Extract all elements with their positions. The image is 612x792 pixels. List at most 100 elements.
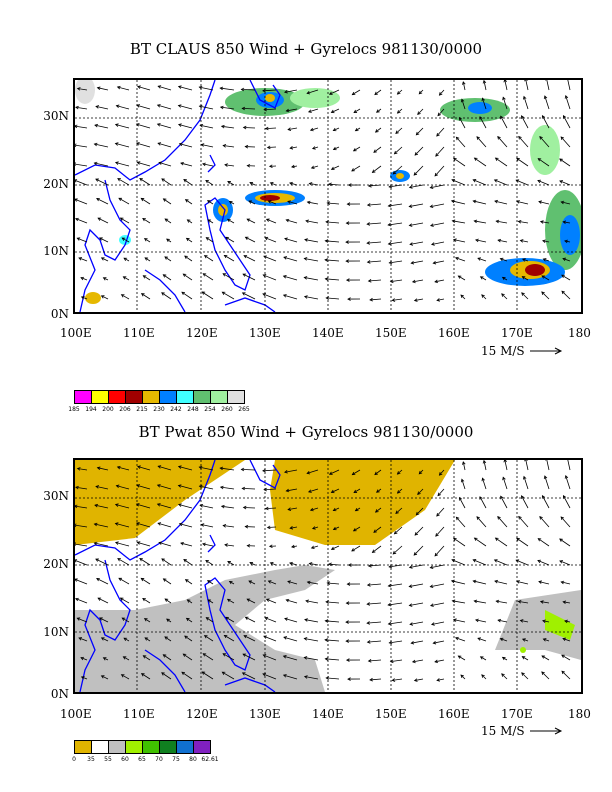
colorbar-swatch	[210, 390, 228, 404]
wind-vector-head	[521, 672, 525, 676]
wind-vector-head	[408, 204, 413, 208]
wind-vector	[397, 488, 403, 494]
wind-vector	[290, 526, 298, 529]
wind-vector-head	[408, 584, 413, 588]
wind-vector	[473, 200, 487, 205]
wind-vector-head	[472, 199, 477, 204]
lat-label-10n: 10N	[43, 625, 69, 639]
wind-vector-head	[408, 603, 413, 607]
wind-vector	[390, 659, 403, 663]
wind-vector-head	[432, 260, 437, 265]
wind-vector-head	[121, 617, 126, 621]
wind-vector	[307, 581, 319, 585]
wind-vector-head	[346, 582, 351, 586]
wind-vector-head	[96, 466, 101, 470]
wind-vector	[567, 460, 571, 471]
wind-vector	[263, 274, 277, 281]
wind-vector-head	[199, 124, 204, 128]
wind-vector	[376, 488, 382, 493]
wind-vector	[227, 218, 235, 224]
wind-vector-head	[562, 114, 567, 119]
wind-vector-head	[201, 671, 206, 675]
wind-vector	[75, 486, 88, 490]
wind-vector	[476, 516, 487, 528]
wind-vector-head	[97, 597, 102, 601]
wind-vector-head	[262, 293, 267, 297]
wind-vector	[451, 580, 466, 585]
wind-vector-head	[345, 620, 349, 624]
wind-vector	[437, 108, 445, 116]
wind-vector	[144, 238, 151, 243]
wind-vector-head	[330, 546, 335, 550]
wind-vector-head	[345, 639, 349, 643]
wind-vector	[325, 278, 340, 281]
wind-vector	[368, 564, 382, 567]
wind-vector	[325, 240, 340, 243]
wind-vector-head	[75, 559, 78, 563]
wind-vector	[206, 617, 214, 623]
wind-vector-head	[181, 291, 185, 296]
wind-vector-head	[93, 142, 98, 147]
wind-vector	[537, 180, 550, 186]
wind-vector	[184, 255, 193, 262]
wind-vector-head	[326, 201, 331, 205]
wind-vector	[207, 599, 214, 604]
wind-vector-head	[351, 168, 355, 172]
wind-vector-head	[308, 182, 313, 186]
wind-vector-head	[222, 144, 227, 148]
wind-vector-head	[493, 559, 498, 563]
wind-vector	[139, 558, 151, 566]
wind-vector-head	[541, 494, 546, 499]
wind-vector	[181, 291, 193, 300]
wind-vector	[95, 558, 109, 566]
wind-vector	[223, 145, 235, 148]
wind-vector-head	[539, 600, 544, 604]
wind-vector	[207, 200, 214, 205]
wind-vector-head	[519, 239, 524, 243]
colorbar-swatch	[74, 390, 92, 404]
wind-vector-head	[202, 162, 206, 167]
wind-vector-head	[243, 635, 248, 639]
wind-vector-head	[564, 619, 568, 624]
wind-vector-head	[375, 489, 380, 493]
wind-vector	[409, 203, 424, 207]
wind-vector	[284, 238, 298, 243]
colorbar-tick-label: 242	[170, 406, 182, 413]
wind-vector-head	[135, 142, 140, 146]
wind-vector-head	[345, 601, 350, 605]
wind-vector	[80, 277, 88, 281]
wind-vector	[376, 108, 382, 113]
wind-vector-head	[325, 220, 329, 224]
wind-vector-head	[561, 290, 565, 295]
wind-vector-head	[374, 471, 378, 476]
wind-vector	[161, 178, 172, 186]
lon-label-150e: 150E	[375, 326, 407, 340]
wind-vector-head	[353, 489, 358, 493]
wind-vector	[143, 655, 151, 661]
wind-vector	[418, 469, 424, 475]
wind-vector	[304, 277, 319, 281]
wind-vector-head	[76, 87, 81, 91]
wind-vector-head	[96, 197, 100, 202]
wind-vector-head	[413, 552, 418, 556]
wind-vector	[331, 545, 340, 550]
wind-vector	[518, 136, 529, 148]
wind-vector	[436, 678, 445, 681]
wind-vector-head	[248, 200, 253, 204]
wind-vector	[184, 635, 193, 642]
wind-vector-head	[306, 200, 311, 205]
wind-vector	[523, 96, 529, 110]
wind-vector-head	[264, 126, 269, 131]
wind-vector	[522, 258, 529, 262]
wind-vector	[325, 639, 340, 642]
wind-vector-head	[267, 200, 272, 204]
reference-arrow-icon	[530, 347, 563, 355]
wind-vector	[75, 163, 88, 167]
wind-vector-head	[393, 530, 398, 535]
wind-vector	[305, 600, 319, 604]
wind-vector	[144, 618, 151, 623]
lon-label-140e: 140E	[312, 707, 344, 721]
wind-vector	[268, 580, 277, 585]
lon-label-130e: 130E	[249, 707, 281, 721]
wind-vector-head	[328, 182, 332, 187]
